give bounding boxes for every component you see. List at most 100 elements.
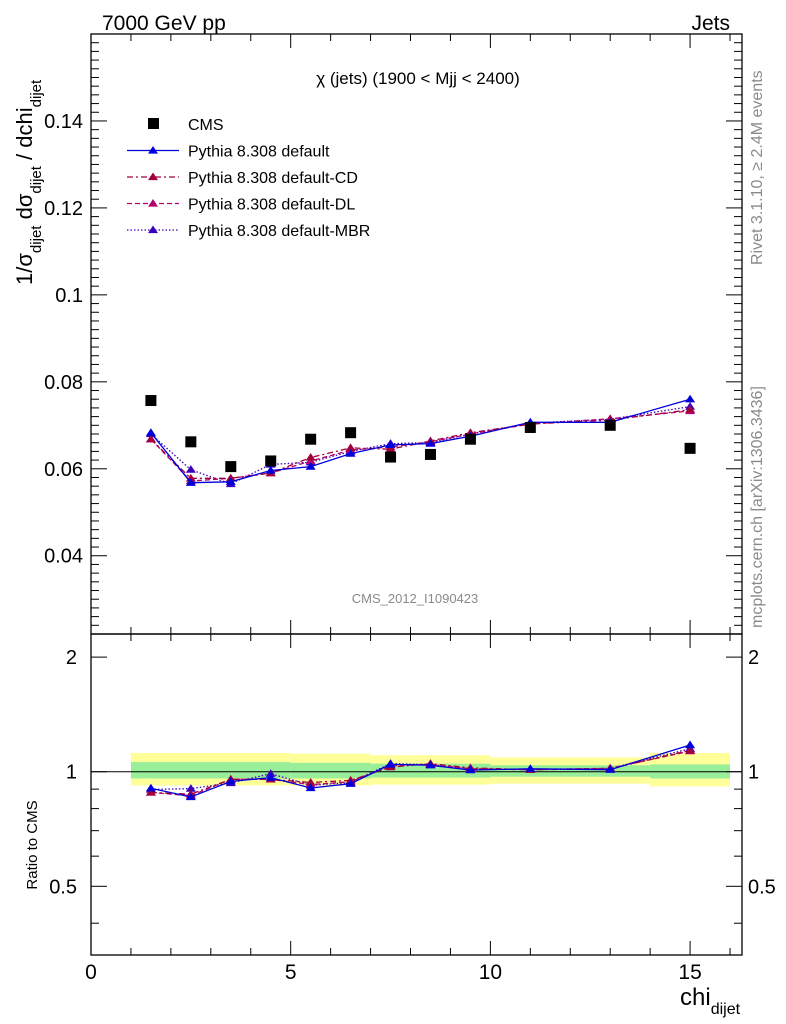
x-tick-label: 0 (85, 961, 97, 984)
mc-series-line-2 (150, 409, 691, 479)
y-tick-label: 0.14 (44, 111, 83, 133)
mc-series-point (145, 428, 156, 436)
plot-title: χ (jets) (1900 < Mjj < 2400) (316, 69, 520, 88)
y-tick-label: 0.5 (49, 876, 77, 898)
x-tick-label: 5 (285, 961, 297, 984)
data-point (524, 421, 536, 433)
rivet-label: Rivet 3.1.10, ≥ 2.4M events (749, 70, 766, 265)
header-jets: Jets (691, 12, 730, 35)
ratio-series-point (145, 783, 156, 792)
x-axis-label-sub: dijet (711, 1001, 741, 1018)
mc-series-point (685, 394, 696, 403)
ratio-series-point (305, 783, 316, 792)
legend-marker (148, 225, 158, 234)
data-point (345, 427, 357, 439)
ratio-series-point (265, 769, 276, 777)
ratio-series (145, 740, 696, 801)
legend-marker (148, 118, 159, 129)
mc-series-point (305, 452, 316, 461)
mc-series-point (385, 444, 396, 453)
ratio-band-inner (130, 762, 291, 779)
ratio-series-point (185, 784, 196, 792)
y-tick-label: 2 (66, 647, 77, 669)
legend-item: CMS (148, 117, 224, 134)
y-tick-label: 0.08 (44, 372, 83, 394)
legend-label: Pythia 8.308 default (188, 144, 330, 161)
ratio-bands (130, 752, 731, 787)
watermark: CMS_2012_I1090423 (352, 591, 479, 606)
mc-series-point (345, 449, 356, 457)
mc-series-point (265, 466, 276, 474)
mc-series-point (305, 462, 316, 470)
legend-label: Pythia 8.308 default-CD (188, 170, 358, 187)
legend-marker (148, 146, 158, 154)
y-tick-label: 0.06 (44, 459, 83, 481)
y-tick-label: 0.12 (44, 198, 83, 220)
ratio-series-line-3 (150, 744, 691, 798)
legend: CMS Pythia 8.308 default Pythia 8.308 defa… (127, 117, 370, 240)
y-tick-label-right: 1 (748, 762, 759, 784)
y-tick-label: 0.1 (55, 285, 83, 307)
data-point (265, 455, 277, 467)
ratio-band-inner (490, 765, 651, 777)
main-plot-frame: 0.04 0.06 0.08 0.1 0.12 0.14 (44, 33, 743, 635)
mc-series-point (185, 465, 196, 473)
y-axis-label-main: 1/σdijet dσdijet / dchidijet (12, 79, 45, 285)
mcplots-label: mcplots.cern.ch [arXiv:1306.3436] (749, 386, 766, 628)
legend-label: CMS (188, 117, 224, 134)
mc-series-point (385, 440, 396, 449)
ratio-series-point (525, 764, 536, 772)
x-tick-label: 10 (479, 961, 502, 984)
legend-marker (148, 199, 158, 207)
data-point (385, 451, 397, 463)
data-point (464, 433, 476, 445)
mc-series-point (425, 439, 436, 447)
x-tick-label: 15 (678, 961, 701, 984)
ratio-series-point (685, 745, 696, 754)
ratio-series-point (305, 777, 316, 786)
mc-series-point (225, 477, 236, 485)
ratio-series-point (465, 765, 476, 774)
ratio-plot-frame: 0.5 0.5 1 1 2 2 0 5 10 15 (49, 633, 776, 984)
mc-series-point (185, 478, 196, 486)
y-axis-label-ratio: Ratio to CMS (24, 800, 41, 889)
ratio-series-point (685, 740, 696, 749)
ratio-series-point (185, 792, 196, 801)
ratio-series-point (385, 759, 396, 768)
data-point (185, 436, 197, 448)
data-point (145, 395, 157, 407)
legend-label: Pythia 8.308 default-DL (188, 197, 355, 214)
plot-frame (90, 633, 743, 956)
mc-series-point (145, 434, 156, 443)
legend-item: Pythia 8.308 default-CD (127, 170, 358, 187)
main-series (145, 394, 696, 488)
ratio-series-point (265, 773, 276, 781)
data-point (424, 448, 436, 460)
header-energy: 7000 GeV pp (102, 12, 226, 35)
mc-series-point (345, 443, 356, 452)
legend-label: Pythia 8.308 default-MBR (188, 223, 370, 240)
x-axis-label-main: chi (680, 984, 711, 1011)
y-tick-label: 1 (66, 762, 77, 784)
ratio-series-point (345, 779, 356, 787)
data-point (604, 419, 616, 431)
data-point (225, 461, 237, 473)
ratio-series-point (605, 765, 616, 773)
legend-item: Pythia 8.308 default-MBR (127, 223, 370, 240)
legend-marker (148, 172, 158, 181)
data-point (684, 442, 696, 454)
mc-series-line-3 (150, 398, 691, 484)
y-tick-label-right: 0.5 (748, 876, 776, 898)
ratio-series-point (225, 776, 236, 785)
ratio-series-point (425, 760, 436, 769)
legend-item: Pythia 8.308 default-DL (127, 197, 355, 214)
ratio-series-line-2 (150, 749, 691, 795)
ratio-series-point (145, 787, 156, 796)
legend-item: Pythia 8.308 default (127, 144, 330, 161)
y-tick-label-right: 2 (748, 647, 759, 669)
y-tick-label: 0.04 (44, 546, 83, 568)
mc-series-point (685, 405, 696, 413)
ratio-band-inner (290, 762, 371, 779)
data-point (305, 433, 317, 445)
